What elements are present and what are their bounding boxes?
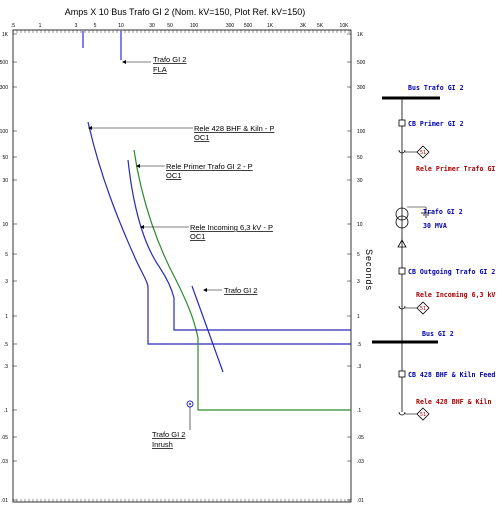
x-tick-label: 500 (244, 23, 253, 29)
bus-top-label: Bus Trafo GI 2 (408, 84, 464, 92)
y-tick-label: 500 (357, 60, 366, 66)
x-tick-label: 3 (75, 23, 78, 29)
one-line-diagram: Bus Trafo GI 2 CB Primer GI 2 51 Rele Pr… (372, 84, 495, 421)
y-tick-label: 300 (0, 85, 8, 91)
y-tick-label: 5 (5, 252, 8, 258)
y-tick-label: .01 (1, 498, 8, 504)
ct-incoming-symbol (398, 305, 406, 310)
rele-incoming-oneline-label: Rele Incoming 6,3 kV (416, 291, 495, 299)
y-tick-label: .01 (357, 498, 364, 504)
y-tick-label: 50 (2, 155, 8, 161)
plot-frame (12, 29, 352, 503)
rele-primer-oneline-label: Rele Primer Trafo GI (416, 165, 495, 173)
x-tick-label: 1 (39, 23, 42, 29)
y-tick-label: .5 (357, 342, 361, 348)
x-tick-label: 50 (167, 23, 173, 29)
y-tick-label: 1K (2, 32, 9, 38)
y-tick-label: 1 (357, 314, 360, 320)
y-tick-label: .03 (357, 459, 364, 465)
y-tick-label: .5 (4, 342, 8, 348)
y-tick-label: .05 (357, 435, 364, 441)
relay-incoming-glyph: 51 (420, 306, 426, 312)
fla-label-2: FLA (153, 65, 167, 74)
x-tick-label: .5 (11, 23, 15, 29)
y-tick-label: 100 (0, 129, 8, 135)
y-tick-label: .03 (1, 459, 8, 465)
rele-primer-label-2: OC1 (166, 171, 181, 180)
rele-primer-curve (133, 149, 351, 411)
x-tick-label: 10K (340, 23, 350, 29)
trafo-damage-curve (191, 285, 224, 373)
y-tick-label: .3 (357, 364, 361, 370)
y-tick-label: 1 (5, 314, 8, 320)
trafo-name-label: Trafo GI 2 (423, 208, 463, 216)
relay-primer-glyph: 51 (420, 150, 426, 156)
trafo-damage-arrow (203, 288, 207, 292)
transformer-winding-1 (395, 207, 409, 221)
x-tick-label: 3K (300, 23, 307, 29)
y-tick-group: 1K 1K 500 500 300 300 100 100 50 50 30 30 10 10 5 5 3 3 1 1… (0, 32, 366, 504)
y-tick-label: 300 (357, 85, 366, 91)
rele-428-arrow (88, 126, 92, 130)
cb-outgoing-label: CB Outgoing Trafo GI 2 (408, 268, 495, 276)
delta-winding-icon (397, 239, 407, 248)
y-tick-label: 100 (357, 129, 366, 135)
y-tick-label: 10 (2, 222, 8, 228)
y-tick-label: .3 (4, 364, 8, 370)
y-axis-label: Seconds (364, 249, 374, 291)
y-tick-label: 30 (2, 178, 8, 184)
x-tick-label: 100 (190, 23, 199, 29)
y-tick-label: 5 (357, 252, 360, 258)
x-tick-label: 1K (267, 23, 274, 29)
x-tick-label: 5 (94, 23, 97, 29)
rele-primer-arrow (136, 164, 140, 168)
x-tick-label: 30 (149, 23, 155, 29)
trafo-damage-label: Trafo GI 2 (224, 286, 257, 295)
tcc-title: Amps X 10 Bus Trafo GI 2 (Nom. kV=150, P… (65, 7, 306, 17)
bus-bottom-label: Bus GI 2 (422, 330, 454, 338)
y-tick-label: 1K (357, 32, 364, 38)
y-tick-label: 30 (357, 178, 363, 184)
cb-primer-symbol (398, 119, 406, 127)
relay-incoming-icon (416, 301, 430, 315)
rele-incoming-label-1: Rele Incoming 6,3 kV - P (190, 223, 273, 232)
cb-428-symbol (398, 370, 406, 378)
rele-incoming-curve (127, 159, 351, 331)
trafo-rating-label: 30 MVA (423, 222, 447, 230)
fla-label-1: Trafo GI 2 (153, 55, 186, 64)
ct-428-symbol (398, 411, 406, 416)
inrush-point-dot (189, 403, 191, 405)
rele-428-oneline-label: Rele 428 BHF & Kiln (416, 398, 491, 406)
y-tick-label: .1 (4, 408, 8, 414)
transformer-winding-2 (395, 215, 409, 229)
cb-outgoing-symbol (398, 267, 406, 275)
fla-arrow (122, 60, 126, 64)
y-tick-label: 3 (5, 279, 8, 285)
cb-428-label: CB 428 BHF & Kiln Feed (408, 371, 495, 379)
y-tick-label: .1 (357, 408, 361, 414)
relay-primer-icon (416, 145, 430, 159)
y-tick-label: 3 (357, 279, 360, 285)
rele-primer-label-1: Rele Primer Trafo GI 2 - P (166, 162, 253, 171)
y-tick-label: 500 (0, 60, 8, 66)
rele-incoming-arrow (140, 225, 144, 229)
x-tick-label: 5K (317, 23, 324, 29)
inrush-label-1: Trafo GI 2 (152, 430, 185, 439)
y-tick-label: 50 (357, 155, 363, 161)
x-tick-label: 300 (226, 23, 235, 29)
rele-428-label-2: OC1 (194, 133, 209, 142)
x-tick-label: 10 (118, 23, 124, 29)
ct-primer-symbol (398, 149, 406, 154)
y-tick-label: .05 (1, 435, 8, 441)
inrush-label-2: Inrush (152, 440, 173, 449)
relay-428-icon (416, 407, 430, 421)
rele-428-label-1: Rele 428 BHF & Kiln - P (194, 124, 274, 133)
rele-428-curve (87, 121, 351, 345)
cb-primer-label: CB Primer GI 2 (408, 120, 464, 128)
x-tick-group: .5 1 3 5 10 30 50 100 300 500 1K 3K 5K 10K (11, 23, 350, 502)
y-tick-label: 10 (357, 222, 363, 228)
rele-incoming-label-2: OC1 (190, 232, 205, 241)
relay-428-glyph: 51 (420, 412, 426, 418)
